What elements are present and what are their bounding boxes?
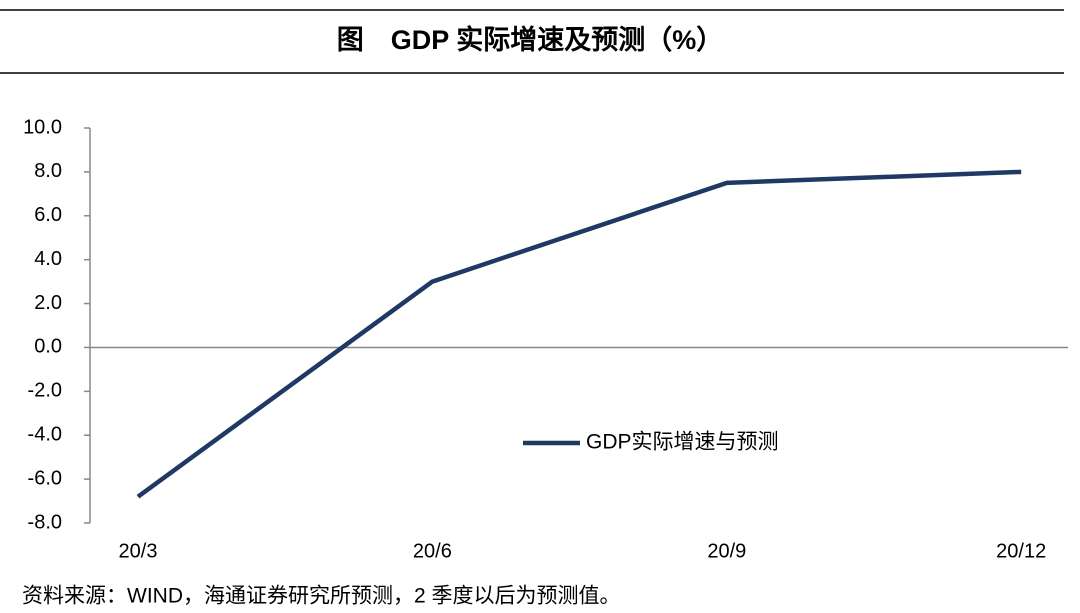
y-tick-label: -8.0 (28, 511, 62, 533)
y-tick-label: 6.0 (34, 204, 62, 226)
x-tick-label: 20/12 (996, 540, 1046, 562)
x-tick-label: 20/3 (119, 540, 158, 562)
y-tick-label: 0.0 (34, 336, 62, 358)
y-tick-label: 2.0 (34, 292, 62, 314)
y-tick-label: -6.0 (28, 467, 62, 489)
data-line (136, 169, 1022, 499)
legend-label: GDP实际增速与预测 (586, 431, 779, 454)
source-note: 资料来源：WIND，海通证券研究所预测，2 季度以后为预测值。 (22, 585, 621, 608)
y-tick-label: 8.0 (34, 160, 62, 182)
x-tick-label: 20/6 (413, 540, 452, 562)
y-tick-label: -2.0 (28, 380, 62, 402)
y-tick-label: 10.0 (23, 116, 62, 138)
x-tick-label: 20/9 (707, 540, 746, 562)
y-tick-label: 4.0 (34, 248, 62, 270)
chart-title: 图 GDP 实际增速及预测（%） (337, 24, 724, 55)
y-tick-label: -4.0 (28, 424, 62, 446)
